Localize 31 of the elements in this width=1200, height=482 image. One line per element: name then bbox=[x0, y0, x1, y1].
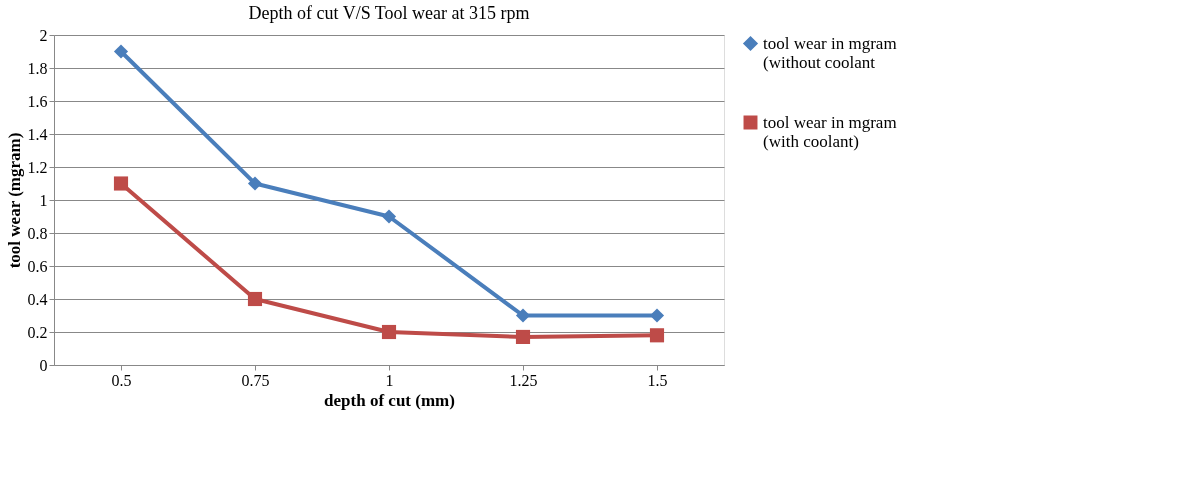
point bbox=[649, 308, 665, 323]
legend-label: tool wear in mgram (without coolant bbox=[763, 33, 897, 72]
y-tick-label: 1.8 bbox=[27, 59, 48, 77]
legend-label: tool wear in mgram (with coolant) bbox=[763, 112, 897, 151]
y-tick-label: 1.4 bbox=[27, 125, 48, 143]
point bbox=[113, 176, 129, 191]
x-tick-label: 1.25 bbox=[509, 371, 538, 389]
point bbox=[515, 308, 531, 323]
point bbox=[247, 291, 263, 307]
y-tick-label: 0 bbox=[39, 356, 48, 374]
x-tick-label: 1.5 bbox=[647, 371, 668, 389]
y-tick-label: 2 bbox=[39, 26, 48, 44]
x-axis-title: depth of cut (mm) bbox=[324, 390, 455, 410]
y-tick-label: 0.4 bbox=[27, 290, 48, 308]
x-tick-label: 0.75 bbox=[241, 371, 270, 389]
point bbox=[649, 328, 665, 343]
chart-title: Depth of cut V/S Tool wear at 315 rpm bbox=[248, 3, 530, 23]
point bbox=[247, 176, 263, 191]
x-tick-label: 1 bbox=[385, 371, 394, 389]
y-tick-label: 1.6 bbox=[27, 92, 48, 110]
point bbox=[381, 209, 397, 224]
point bbox=[381, 324, 397, 340]
y-tick-label: 0.2 bbox=[27, 323, 48, 341]
y-axis-title: tool wear (mgram) bbox=[4, 132, 24, 269]
point bbox=[515, 329, 531, 345]
point bbox=[113, 44, 129, 59]
y-tick-label: 1.2 bbox=[27, 158, 48, 176]
y-tick-label: 0.6 bbox=[27, 257, 48, 275]
x-tick-label: 0.5 bbox=[111, 371, 132, 389]
y-tick-label: 0.8 bbox=[27, 224, 48, 242]
y-tick-label: 1 bbox=[39, 191, 48, 209]
